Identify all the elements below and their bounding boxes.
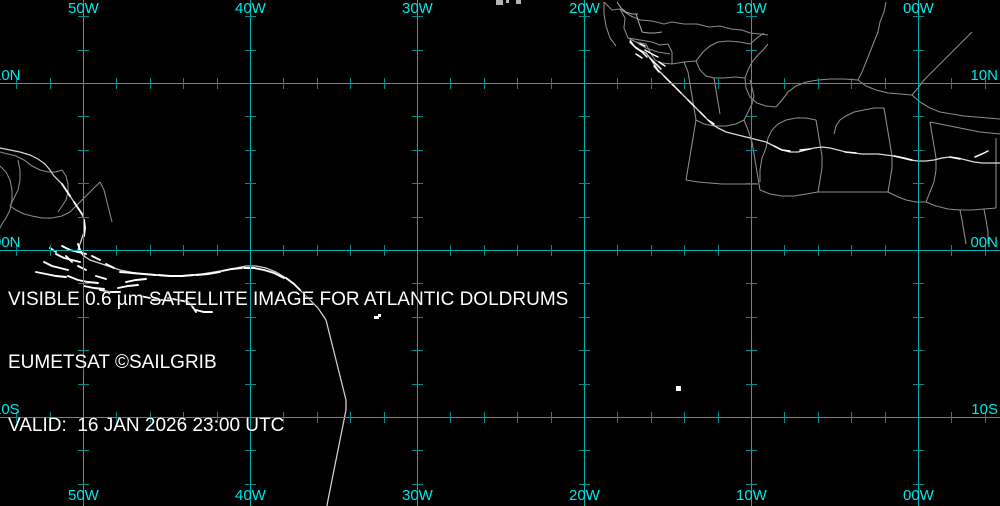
lon-label-top-40w: 40W — [235, 0, 266, 17]
lat-label-right-00n: 00N — [970, 234, 998, 251]
caribbean-island-fragments — [496, 0, 521, 5]
caption-line-product: VISIBLE 0.6 µm SATELLITE IMAGE FOR ATLAN… — [8, 289, 569, 310]
africa-coastline — [629, 39, 1000, 164]
africa-bright-pixels — [629, 41, 989, 161]
lat-label-left-00n: 00N — [0, 234, 21, 251]
caption-line-valid: VALID: 16 JAN 2026 23:00 UTC — [8, 415, 285, 436]
lon-label-bottom-00w: 00W — [903, 487, 934, 504]
africa-country-borders — [603, 1, 1000, 245]
lat-label-right-10s: 10S — [971, 401, 998, 418]
lon-label-top-20w: 20W — [569, 0, 600, 17]
lon-label-top-00w: 00W — [903, 0, 934, 17]
lon-label-top-30w: 30W — [402, 0, 433, 17]
africa-north-coastline — [616, 1, 663, 34]
lon-label-bottom-30w: 30W — [402, 487, 433, 504]
lon-label-bottom-10w: 10W — [736, 487, 767, 504]
lon-label-bottom-20w: 20W — [569, 487, 600, 504]
south-america-bright-pixels — [35, 183, 301, 313]
lon-label-bottom-50w: 50W — [68, 487, 99, 504]
lat-label-left-10n: 10N — [0, 67, 21, 84]
caption-line-source: EUMETSAT ©SAILGRIB — [8, 352, 217, 373]
lon-label-top-50w: 50W — [68, 0, 99, 17]
ocean-cloud-specks — [374, 314, 681, 391]
lon-label-bottom-40w: 40W — [235, 487, 266, 504]
lat-label-left-10s: 10S — [0, 401, 20, 418]
lat-label-right-10n: 10N — [970, 67, 998, 84]
lon-label-top-10w: 10W — [736, 0, 767, 17]
image-caption: VISIBLE 0.6 µm SATELLITE IMAGE FOR ATLAN… — [8, 247, 568, 478]
south-america-borders — [0, 151, 113, 229]
